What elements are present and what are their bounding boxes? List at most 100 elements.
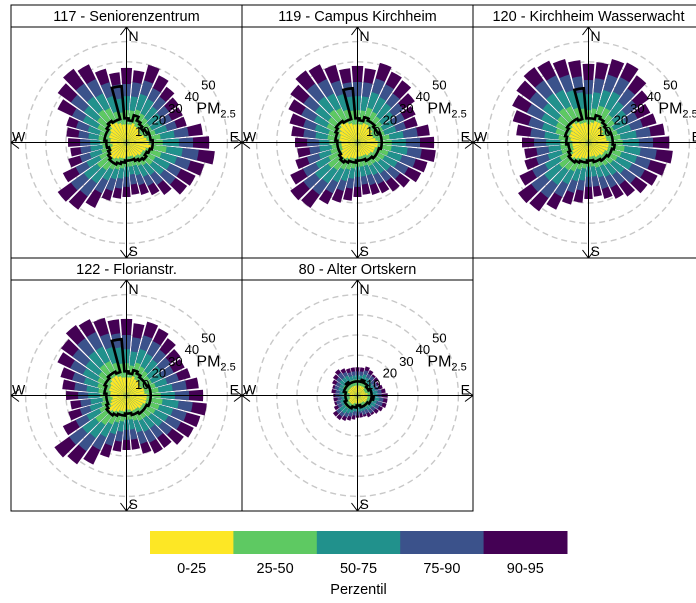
wedge-0-25-sector-31 (110, 381, 127, 396)
legend-swatch-0-25 (150, 531, 234, 554)
wedge-0-25-sector-31 (570, 126, 589, 143)
wedge-0-25-sector-35 (355, 385, 358, 396)
wedge-0-25-sector-6 (126, 133, 142, 143)
radial-tick-label: 10 (366, 377, 380, 392)
wedge-0-25-sector-7 (357, 392, 366, 396)
radial-tick-label: 20 (614, 112, 628, 127)
wedge-0-25-sector-13 (588, 142, 604, 156)
arrow-north (120, 280, 133, 289)
wedge-0-25-sector-3 (126, 379, 137, 396)
wedge-0-25-sector-17 (588, 142, 592, 157)
wedge-0-25-sector-23 (349, 395, 358, 403)
wedge-0-25-sector-3 (357, 386, 364, 396)
wedge-0-25-sector-4 (126, 380, 140, 396)
wedge-0-25-sector-35 (583, 122, 589, 143)
compass-n: N (360, 28, 370, 44)
legend-label-90-95: 90-95 (507, 561, 544, 577)
arrow-east (464, 136, 473, 149)
wedge-0-25-sector-8 (357, 138, 376, 143)
wedge-0-25-sector-5 (126, 131, 140, 143)
wedge-0-25-sector-17 (357, 142, 361, 157)
wedge-0-25-sector-33 (344, 122, 358, 143)
wedge-0-25-sector-5 (588, 129, 604, 143)
arrow-east (233, 389, 242, 402)
panel-title: 117 - Seniorenzentrum (53, 9, 199, 25)
wedge-0-25-sector-35 (353, 124, 358, 143)
wedge-0-25-sector-8 (357, 393, 368, 396)
wedge-0-25-sector-11 (126, 395, 146, 404)
wedge-0-25-sector-14 (357, 142, 369, 156)
panel-title: 119 - Campus Kirchheim (278, 9, 437, 25)
wedge-0-25-sector-7 (126, 135, 144, 143)
wedge-0-25-sector-28 (110, 391, 127, 396)
wedge-0-25-sector-22 (112, 395, 127, 412)
wedge-0-25-sector-16 (357, 142, 364, 157)
legend-swatch-25-50 (233, 531, 318, 554)
compass-w: W (243, 382, 257, 398)
wedge-0-25-sector-32 (340, 122, 358, 143)
arrow-west (11, 389, 20, 402)
compass-w: W (243, 129, 257, 145)
arrow-west (242, 389, 251, 402)
value-label: PM2.5 (196, 100, 235, 120)
wedge-0-25-sector-32 (109, 122, 127, 143)
compass-e: E (692, 129, 696, 145)
wedge-0-25-sector-25 (110, 395, 127, 403)
wedge-0-25-sector-1 (588, 122, 594, 143)
wedge-0-25-sector-16 (126, 142, 133, 157)
wedge-0-25-sector-2 (126, 376, 135, 396)
wedge-0-25-sector-20 (119, 142, 127, 159)
wedge-0-25-sector-1 (126, 124, 131, 143)
radial-tick-label: 10 (597, 124, 611, 139)
wedge-0-25-sector-4 (588, 126, 603, 143)
wedge-0-25-sector-21 (347, 142, 358, 159)
panel-title: 120 - Kirchheim Wasserwacht (492, 9, 684, 25)
wedge-0-25-sector-15 (126, 395, 136, 411)
compass-s: S (360, 243, 369, 259)
radial-tick-label: 30 (630, 101, 644, 116)
panel-title: 122 - Florianstr. (76, 262, 177, 278)
wedge-0-25-sector-1 (357, 385, 360, 396)
wedge-0-25-sector-25 (341, 142, 358, 150)
wedge-0-25-sector-25 (572, 142, 589, 150)
arrow-south (582, 249, 595, 258)
compass-e: E (230, 382, 239, 398)
wedge-0-25-sector-21 (116, 142, 127, 159)
wedge-0-25-sector-6 (126, 386, 142, 396)
radial-tick-label: 20 (383, 365, 397, 380)
wedge-0-25-sector-20 (119, 395, 127, 412)
wedge-0-25-sector-34 (349, 123, 358, 143)
wedge-0-25-sector-19 (584, 142, 589, 159)
wedge-0-25-sector-28 (110, 138, 127, 143)
wedge-0-25-sector-34 (118, 123, 127, 143)
wedge-0-25-sector-14 (588, 142, 600, 156)
wedge-0-25-sector-22 (343, 142, 358, 159)
radial-tick-label: 20 (152, 365, 166, 380)
radial-tick-label: 30 (399, 101, 413, 116)
wedge-0-25-sector-8 (126, 137, 147, 143)
radial-tick-label: 10 (366, 124, 380, 139)
wedge-0-25-sector-2 (126, 123, 135, 143)
wedge-0-25-sector-16 (588, 142, 595, 157)
wedge-0-25-sector-33 (575, 122, 589, 143)
wedge-0-25-sector-29 (569, 134, 589, 143)
wedge-0-25-sector-32 (110, 377, 127, 396)
wedge-0-25-sector-13 (357, 395, 366, 403)
legend-swatch-90-95 (483, 531, 568, 554)
wedge-0-25-sector-12 (126, 142, 143, 153)
median-outline (342, 378, 375, 411)
compass-e: E (230, 129, 239, 145)
arrow-north (582, 27, 595, 36)
wedge-0-25-sector-12 (588, 142, 605, 153)
radial-tick-label: 30 (168, 354, 182, 369)
legend-label-25-50: 25-50 (257, 561, 294, 577)
wedge-0-25-sector-3 (357, 124, 369, 143)
wedge-0-25-sector-13 (126, 142, 142, 156)
arrow-south (351, 502, 364, 511)
wedge-0-25-sector-28 (570, 138, 589, 143)
radial-tick-label: 50 (663, 78, 677, 93)
value-label: PM2.5 (427, 100, 466, 120)
wedge-0-25-sector-34 (353, 385, 358, 396)
